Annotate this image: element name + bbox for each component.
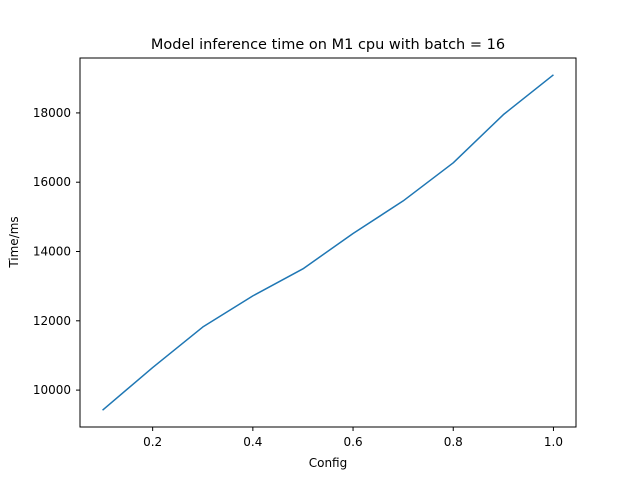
- x-tick-label: 1.0: [544, 435, 563, 449]
- y-tick-label: 16000: [33, 175, 71, 189]
- y-tick-label: 12000: [33, 314, 71, 328]
- x-tick-label: 0.8: [444, 435, 463, 449]
- x-tick-label: 0.6: [344, 435, 363, 449]
- y-axis: 10000 12000 14000 16000 18000: [33, 106, 80, 397]
- plot-area: [79, 57, 577, 428]
- plot-frame: [79, 57, 577, 428]
- x-tick-label: 0.2: [143, 435, 162, 449]
- y-tick-label: 10000: [33, 383, 71, 397]
- series-line-0: [102, 74, 554, 411]
- x-tick-label: 0.4: [243, 435, 262, 449]
- y-tick-label: 18000: [33, 106, 71, 120]
- x-axis: 0.2 0.4 0.6 0.8 1.0: [143, 427, 563, 449]
- x-axis-label: Config: [309, 456, 348, 470]
- y-tick-label: 14000: [33, 245, 71, 259]
- y-axis-label: Time/ms: [7, 216, 21, 268]
- series-layer: [102, 74, 554, 411]
- chart-title: Model inference time on M1 cpu with batc…: [151, 37, 505, 53]
